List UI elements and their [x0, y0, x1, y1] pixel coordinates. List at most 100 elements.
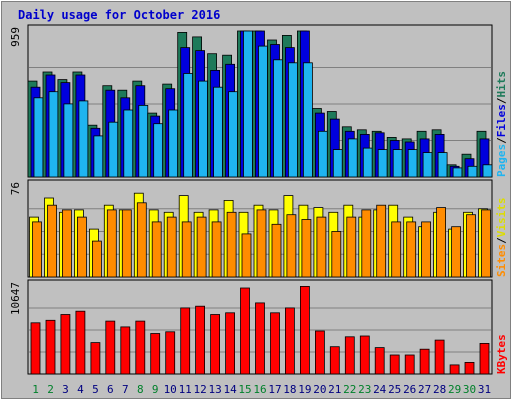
bar-pages-day-4: [78, 100, 89, 178]
chart-title: Daily usage for October 2016: [18, 8, 220, 22]
bar-sites-day-24: [376, 204, 387, 278]
bar-kbytes-day-31: [479, 342, 490, 375]
x-tick-label-day-22: 22: [343, 383, 356, 396]
bar-pages-day-19: [302, 62, 313, 178]
bar-sites-day-4: [77, 216, 87, 278]
legend-part: Files: [495, 104, 508, 137]
bar-pages-day-7: [123, 109, 134, 178]
bar-sites-day-21: [331, 231, 342, 278]
x-tick-label-day-14: 14: [223, 383, 237, 396]
bar-sites-day-9: [151, 221, 162, 278]
panel-kbytes: 10647 KBytes: [9, 279, 508, 375]
bar-sites-day-23: [361, 209, 372, 278]
x-tick-label-day-16: 16: [253, 383, 266, 396]
bar-sites-day-3: [62, 209, 72, 278]
bar-pages-day-8: [138, 105, 149, 178]
legend-part: Sites: [495, 244, 508, 277]
bar-pages-day-18: [287, 62, 298, 178]
panel-visits-sites: 76 Sites/Visits: [9, 179, 508, 278]
x-tick-label-day-2: 2: [47, 383, 54, 396]
bar-pages-day-22: [347, 138, 358, 178]
bar-sites-day-22: [346, 216, 357, 278]
x-tick-label-day-3: 3: [62, 383, 69, 396]
axis-max-label: 10647: [9, 282, 22, 315]
bar-pages-day-21: [332, 149, 343, 178]
legend-part: Visits: [495, 198, 508, 238]
bar-pages-day-25: [392, 149, 403, 178]
bar-kbytes-day-7: [120, 326, 131, 375]
legend-part: /: [495, 97, 508, 104]
x-tick-label-day-5: 5: [92, 383, 99, 396]
x-tick-label-day-31: 31: [478, 383, 491, 396]
x-tick-label-day-10: 10: [164, 383, 177, 396]
bar-kbytes-day-8: [135, 320, 146, 375]
legend-part: Pages: [495, 144, 508, 177]
series-legend-label: Pages/Files/Hits: [495, 71, 508, 177]
bar-sites-day-29: [451, 226, 462, 278]
bar-kbytes-day-9: [150, 333, 161, 375]
bar-pages-day-2: [48, 91, 59, 178]
bar-kbytes-day-25: [389, 354, 400, 375]
bar-kbytes-day-1: [30, 322, 41, 375]
bar-pages-day-17: [273, 59, 283, 178]
bar-sites-day-28: [436, 207, 447, 278]
bar-pages-day-29: [452, 167, 463, 178]
bar-pages-day-6: [108, 121, 119, 178]
legend-part: KBytes: [495, 334, 508, 374]
bar-sites-day-2: [47, 204, 57, 278]
x-tick-label-day-24: 24: [373, 383, 387, 396]
bar-kbytes-day-14: [225, 312, 236, 375]
x-tick-label-day-28: 28: [433, 383, 446, 396]
bar-kbytes-day-24: [374, 347, 385, 375]
bar-sites-day-30: [466, 214, 476, 278]
bar-kbytes-day-22: [344, 336, 355, 375]
bar-sites-day-11: [181, 221, 192, 278]
bar-sites-day-5: [92, 240, 102, 278]
bar-sites-day-6: [106, 209, 117, 278]
bar-pages-day-15: [243, 30, 253, 178]
bar-sites-day-27: [421, 221, 432, 278]
x-tick-label-day-19: 19: [298, 383, 311, 396]
bar-pages-day-24: [377, 149, 388, 178]
bar-kbytes-day-28: [434, 339, 445, 375]
x-tick-label-day-20: 20: [313, 383, 326, 396]
x-tick-label-day-6: 6: [107, 383, 114, 396]
bar-kbytes-day-26: [404, 354, 415, 375]
x-tick-label-day-13: 13: [208, 383, 221, 396]
bar-kbytes-day-6: [105, 320, 116, 375]
legend-part: /: [495, 237, 508, 244]
bar-sites-day-13: [211, 221, 222, 278]
bar-kbytes-day-20: [314, 330, 325, 375]
bar-pages-day-1: [33, 97, 44, 178]
bar-pages-day-26: [407, 149, 418, 178]
bar-kbytes-day-3: [60, 314, 71, 375]
x-tick-label-day-9: 9: [152, 383, 159, 396]
x-tick-label-day-11: 11: [179, 383, 192, 396]
bar-sites-day-16: [256, 209, 267, 278]
legend-part: /: [495, 137, 508, 144]
x-tick-label-day-21: 21: [328, 383, 341, 396]
bar-sites-day-17: [271, 223, 282, 278]
x-tick-label-day-8: 8: [137, 383, 144, 396]
bar-kbytes-day-2: [45, 319, 56, 375]
series-legend-label: KBytes: [495, 334, 508, 374]
bar-pages-day-9: [153, 123, 164, 178]
bar-sites-day-31: [481, 209, 491, 278]
x-tick-label-day-29: 29: [448, 383, 461, 396]
bar-pages-day-10: [168, 109, 179, 178]
bar-kbytes-day-5: [90, 342, 101, 375]
bar-pages-day-28: [437, 152, 448, 178]
x-tick-label-day-18: 18: [283, 383, 296, 396]
bar-pages-day-27: [422, 152, 433, 178]
bar-pages-day-12: [198, 80, 209, 178]
bar-pages-day-11: [183, 73, 194, 178]
bar-sites-day-7: [121, 209, 132, 278]
x-tick-label-day-23: 23: [358, 383, 371, 396]
series-legend-label: Sites/Visits: [495, 198, 508, 278]
bar-sites-day-19: [301, 219, 312, 278]
bar-pages-day-23: [362, 147, 373, 178]
bar-pages-day-5: [93, 135, 104, 178]
